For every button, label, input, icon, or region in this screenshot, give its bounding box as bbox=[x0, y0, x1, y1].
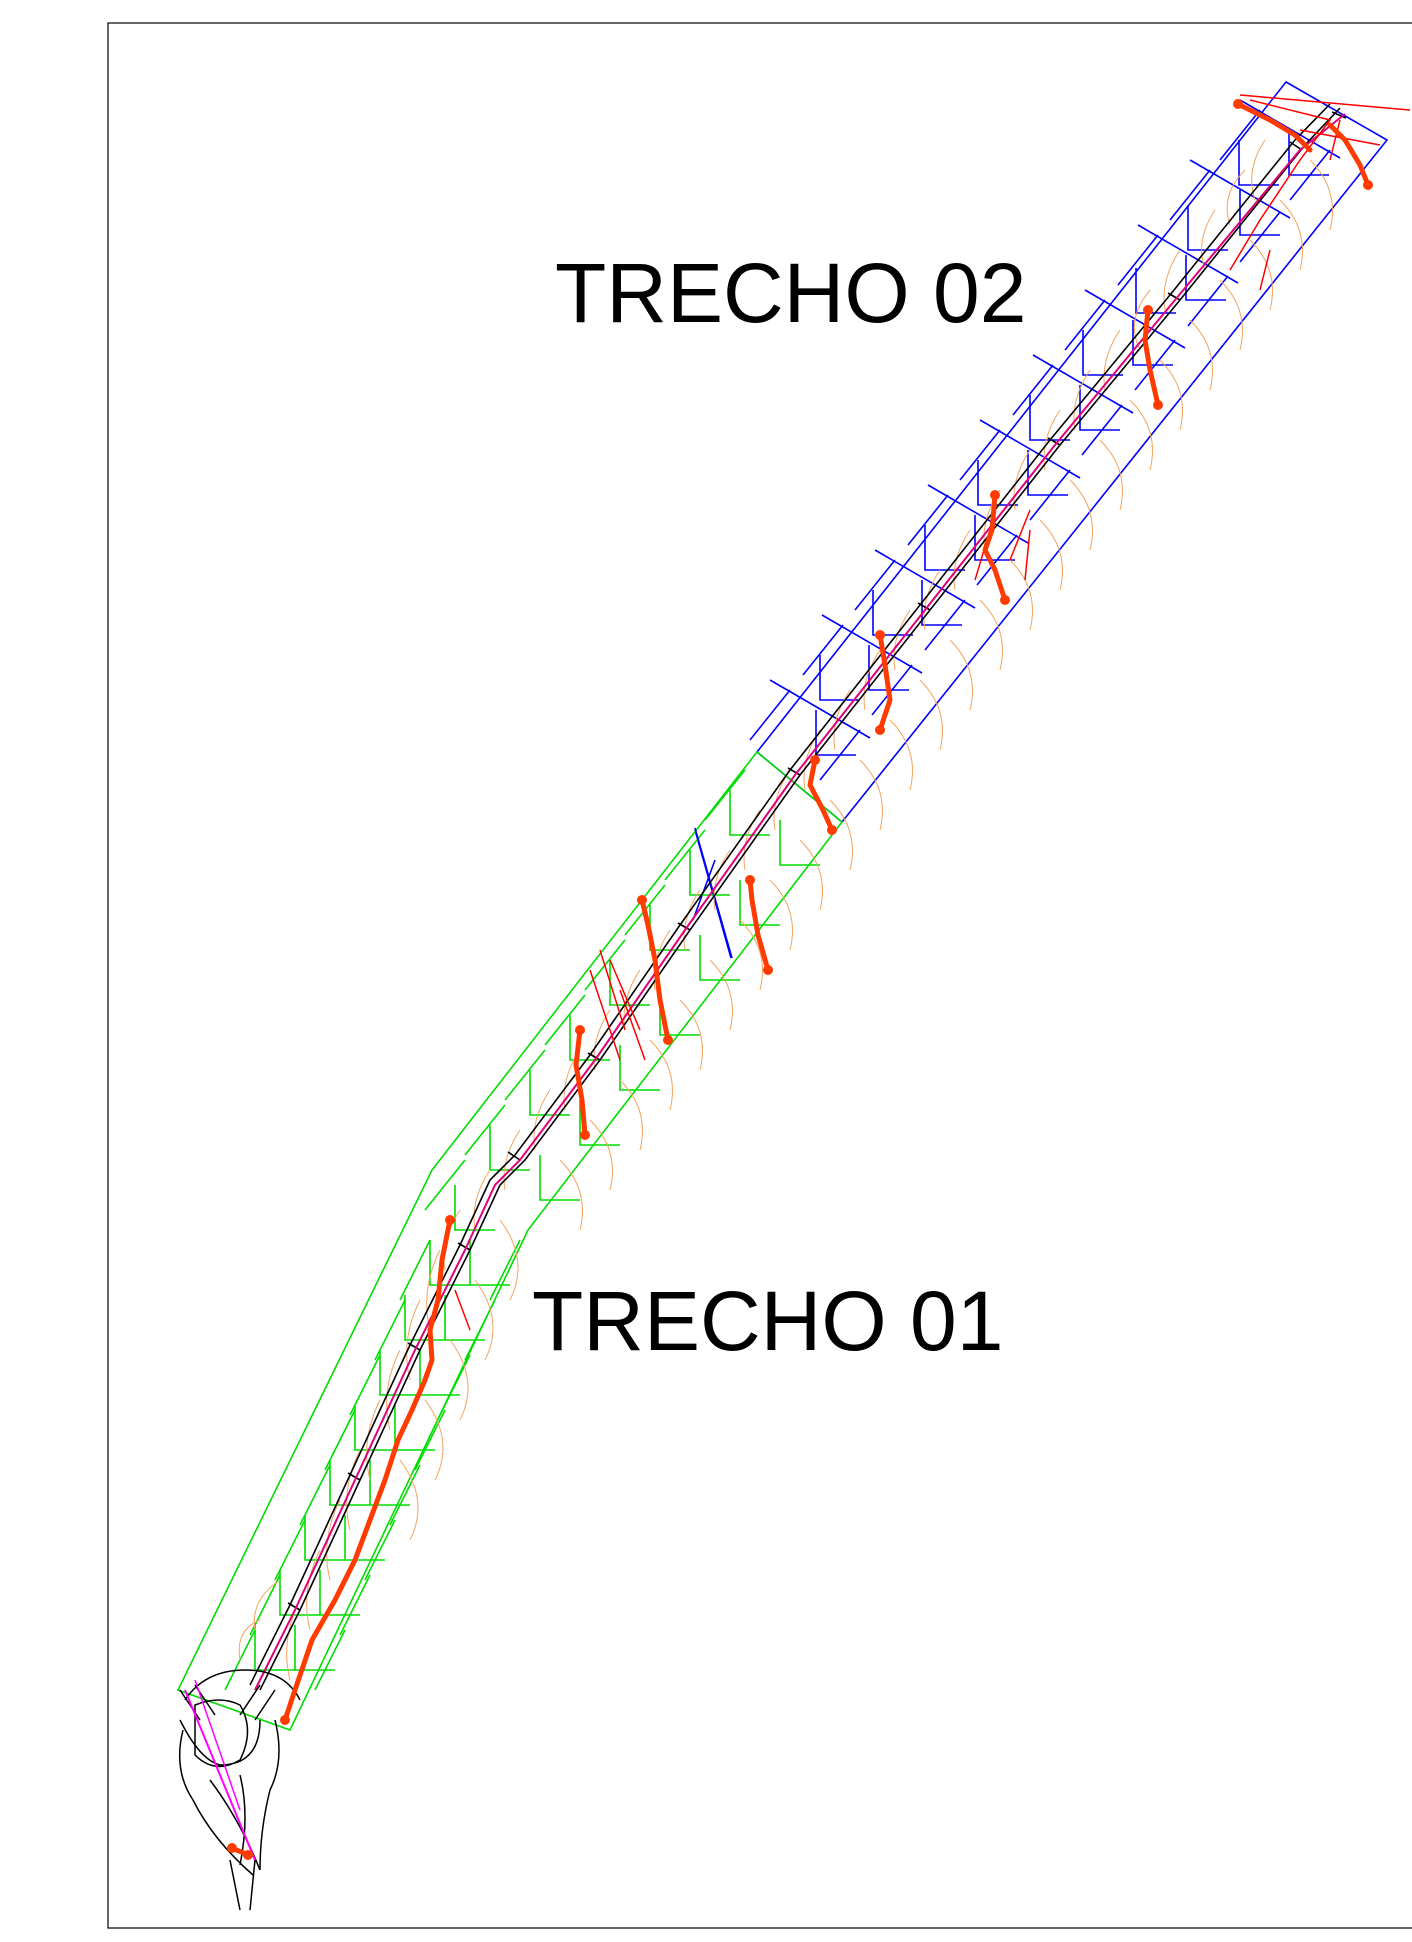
segment-02-grid bbox=[749, 99, 1341, 781]
contour-lines bbox=[238, 139, 1333, 1681]
drawing-frame bbox=[107, 22, 1412, 1929]
segment-01-boundary bbox=[176, 750, 844, 1731]
interchange-drainage bbox=[230, 1845, 250, 1858]
drainage-endpoints bbox=[227, 99, 1373, 1860]
road-centerline bbox=[254, 113, 1346, 1691]
road-edges bbox=[249, 103, 1347, 1691]
main-drainage bbox=[282, 101, 1371, 1723]
interchange-axis bbox=[184, 1689, 256, 1861]
junction-line bbox=[694, 827, 733, 959]
secondary-drainage bbox=[454, 94, 1411, 1331]
interchange bbox=[178, 1669, 301, 1911]
segment-01-label: TRECHO 01 bbox=[532, 1274, 1003, 1368]
segment-02-label: TRECHO 02 bbox=[555, 246, 1026, 340]
